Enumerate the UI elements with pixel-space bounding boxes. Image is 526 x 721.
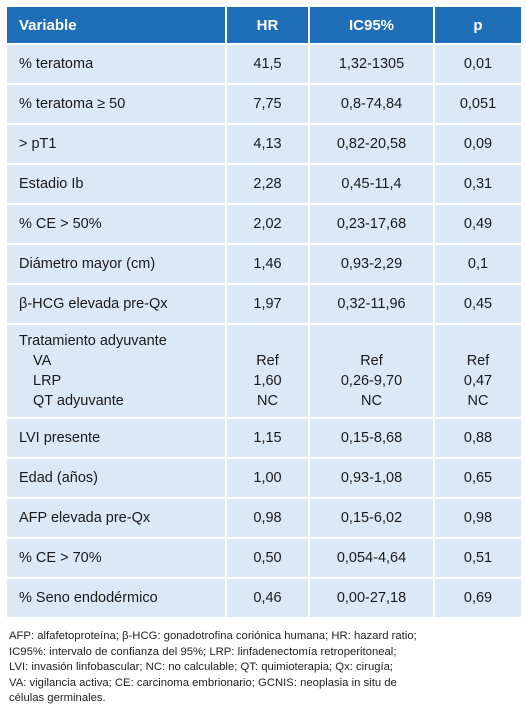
table-row: % CE > 70% 0,50 0,054-4,64 0,51 [7,539,521,579]
results-table-container: Variable HR IC95% p % teratoma 41,5 1,32… [7,7,521,707]
table-row: % teratoma 41,5 1,32-1305 0,01 [7,43,521,85]
header-hr: HR [227,7,310,43]
cell-variable: β-HCG elevada pre-Qx [7,285,227,325]
cell-ic95: 0,82-20,58 [310,125,435,165]
cell-ic95: 0,15-8,68 [310,419,435,459]
footnote-line: AFP: alfafetoproteína; β-HCG: gonadotrof… [9,630,417,642]
cell-p: 0,09 [435,125,521,165]
cell-p: 0,01 [435,43,521,85]
footnote-line: IC95%: intervalo de confianza del 95%; L… [9,645,397,658]
cell-p: 0,65 [435,459,521,499]
table-row: % CE > 50% 2,02 0,23-17,68 0,49 [7,205,521,245]
treatment-row: Tratamiento adyuvante VA LRP QT adyuvant… [7,325,521,419]
treatment-item-p: Ref [466,353,490,369]
cell-ic95-treatment: Ref 0,26-9,70 NC [310,325,435,419]
cell-hr: 0,50 [227,539,310,579]
table-row: Estadio Ib 2,28 0,45-11,4 0,31 [7,165,521,205]
treatment-item-ic95: 0,26-9,70 [340,373,403,389]
treatment-item-p: 0,47 [463,373,493,389]
cell-ic95: 0,054-4,64 [310,539,435,579]
cell-p: 0,88 [435,419,521,459]
cell-ic95: 0,8-74,84 [310,85,435,125]
table-row: β-HCG elevada pre-Qx 1,97 0,32-11,96 0,4… [7,285,521,325]
cell-p: 0,49 [435,205,521,245]
cell-variable: LVI presente [7,419,227,459]
cell-p: 0,051 [435,85,521,125]
treatment-item-hr: 1,60 [253,373,282,389]
header-p: p [435,7,521,43]
cell-hr: 2,28 [227,165,310,205]
cell-ic95: 0,00-27,18 [310,579,435,619]
footnote-line: VA: vigilancia activa; CE: carcinoma emb… [9,676,397,689]
hazard-ratio-table: Variable HR IC95% p % teratoma 41,5 1,32… [7,7,521,619]
cell-p: 0,45 [435,285,521,325]
table-row: AFP elevada pre-Qx 0,98 0,15-6,02 0,98 [7,499,521,539]
cell-hr: 1,00 [227,459,310,499]
cell-hr: 7,75 [227,85,310,125]
footnote-line: células germinales. [9,692,106,705]
cell-ic95: 0,15-6,02 [310,499,435,539]
cell-hr: 1,97 [227,285,310,325]
cell-hr: 4,13 [227,125,310,165]
table-row: % teratoma ≥ 50 7,75 0,8-74,84 0,051 [7,85,521,125]
cell-ic95: 0,32-11,96 [310,285,435,325]
cell-ic95: 1,32-1305 [310,43,435,85]
cell-hr: 2,02 [227,205,310,245]
treatment-item-label: LRP [33,373,62,389]
treatment-item-label: QT adyuvante [33,393,124,409]
table-row: LVI presente 1,15 0,15-8,68 0,88 [7,419,521,459]
cell-p-treatment: Ref 0,47 NC [435,325,521,419]
cell-p: 0,98 [435,499,521,539]
cell-ic95: 0,45-11,4 [310,165,435,205]
treatment-item-label: VA [33,353,52,369]
header-variable: Variable [7,7,227,43]
cell-p: 0,51 [435,539,521,579]
cell-variable: % teratoma ≥ 50 [7,85,227,125]
treatment-item-hr: Ref [256,353,279,369]
cell-hr: 0,98 [227,499,310,539]
cell-p: 0,31 [435,165,521,205]
treatment-item-hr: NC [257,393,278,409]
cell-ic95: 0,93-1,08 [310,459,435,499]
treatment-item-ic95: NC [361,393,382,409]
cell-p: 0,69 [435,579,521,619]
table-row: % Seno endodérmico 0,46 0,00-27,18 0,69 [7,579,521,619]
cell-hr: 1,46 [227,245,310,285]
footnote-line: LVI: invasión linfobascular; NC: no calc… [9,661,394,674]
cell-hr: 1,15 [227,419,310,459]
header-row: Variable HR IC95% p [7,7,521,43]
treatment-item-ic95: Ref [360,353,383,369]
treatment-title: Tratamiento adyuvante [19,333,167,349]
treatment-item-p: NC [467,393,489,409]
cell-variable: AFP elevada pre-Qx [7,499,227,539]
cell-variable: % Seno endodérmico [7,579,227,619]
table-row: Edad (años) 1,00 0,93-1,08 0,65 [7,459,521,499]
cell-variable: Estadio Ib [7,165,227,205]
cell-variable: Edad (años) [7,459,227,499]
cell-variable: > pT1 [7,125,227,165]
cell-variable-treatment: Tratamiento adyuvante VA LRP QT adyuvant… [7,325,227,419]
cell-hr: 41,5 [227,43,310,85]
table-row: Diámetro mayor (cm) 1,46 0,93-2,29 0,1 [7,245,521,285]
cell-variable: Diámetro mayor (cm) [7,245,227,285]
cell-p: 0,1 [435,245,521,285]
cell-ic95: 0,23-17,68 [310,205,435,245]
header-ic95: IC95% [310,7,435,43]
cell-variable: % CE > 70% [7,539,227,579]
cell-hr-treatment: Ref 1,60 NC [227,325,310,419]
cell-variable: % teratoma [7,43,227,85]
table-footnote: AFP: alfafetoproteína; β-HCG: gonadotrof… [7,629,519,707]
cell-ic95: 0,93-2,29 [310,245,435,285]
table-row: > pT1 4,13 0,82-20,58 0,09 [7,125,521,165]
cell-variable: % CE > 50% [7,205,227,245]
cell-hr: 0,46 [227,579,310,619]
